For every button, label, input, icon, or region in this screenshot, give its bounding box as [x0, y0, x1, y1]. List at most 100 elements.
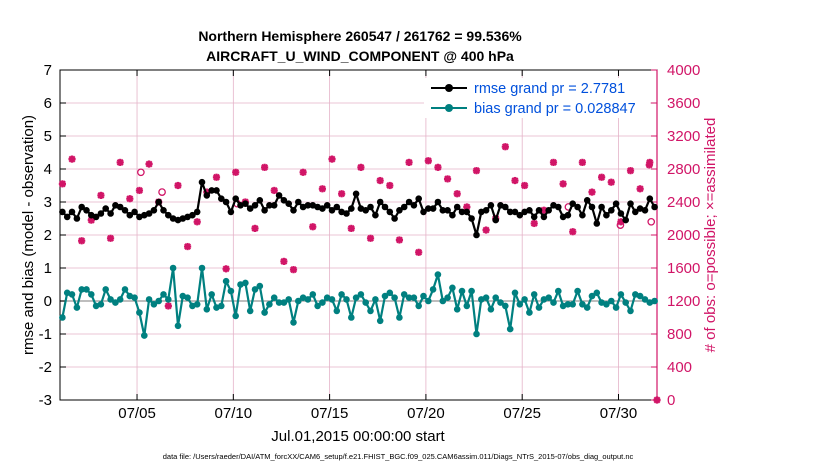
bias-point [502, 302, 509, 310]
obs-marker-core [117, 160, 123, 165]
obs-marker-core [281, 259, 287, 264]
bias-point [439, 297, 447, 305]
bias-point [386, 289, 394, 297]
bias-point [506, 325, 514, 333]
legend-bias-label: bias grand pr = 0.028847 [474, 101, 636, 117]
obs-marker-core [397, 237, 402, 243]
bias-point [473, 330, 480, 338]
rmse-point [295, 198, 302, 206]
y-tick-label: -2 [39, 359, 52, 376]
bias-point [275, 299, 283, 306]
obs-marker-core [503, 144, 508, 149]
obs-assimilated-marker [347, 224, 355, 232]
obs-assimilated-marker [183, 242, 192, 251]
rmse-point [410, 202, 418, 209]
bias-point [530, 291, 538, 298]
rmse-point [121, 207, 129, 214]
rmse-point [569, 200, 576, 207]
bias-point [405, 294, 413, 302]
obs-assimilated-marker [299, 168, 307, 176]
bias-point [593, 289, 601, 297]
obs-assimilated-marker [135, 186, 144, 195]
obs-assimilated-marker [472, 167, 481, 175]
obs-assimilated-marker [87, 216, 95, 224]
y2-tick-label: 3600 [667, 95, 700, 112]
obs-assimilated-marker [588, 188, 596, 196]
data-file-footnote: data file: /Users/raeder/DAI/ATM_forcXX/… [163, 452, 634, 461]
chart-subtitle: AIRCRAFT_U_WIND_COMPONENT @ 400 hPa [206, 48, 514, 64]
bias-point [285, 296, 293, 303]
obs-assimilated-marker [578, 158, 586, 166]
bias-point [482, 294, 490, 302]
x-tick-label: 07/15 [311, 405, 349, 422]
rmse-point [381, 203, 389, 211]
rmse-point [218, 195, 225, 202]
y2-tick-label: 1600 [667, 260, 700, 277]
bias-point [59, 314, 66, 321]
obs-assimilated-marker [318, 185, 326, 193]
obs-marker-core [339, 191, 344, 196]
obs-marker-core [541, 208, 547, 213]
rmse-point [588, 203, 596, 211]
rmse-point [256, 197, 264, 204]
rmse-point [266, 202, 273, 209]
obs-assimilated-marker [280, 257, 288, 265]
bias-point [131, 294, 138, 302]
bias-point [83, 286, 90, 293]
legend: rmse grand pr = 2.7781 bias grand pr = 0… [424, 78, 650, 118]
rmse-point [270, 202, 278, 209]
bias-point [165, 296, 172, 303]
bias-point [622, 299, 629, 306]
y-axis-label: rmse and bias (model - observation) [20, 115, 37, 355]
rmse-point [102, 205, 109, 212]
obs-assimilated-marker [386, 181, 394, 190]
obs-marker-core [628, 168, 633, 173]
obs-marker-core [522, 183, 527, 188]
rmse-point [420, 208, 427, 216]
x-axis-ticks: 07/05 07/10 07/15 07/20 07/25 07/30 [118, 70, 637, 422]
obs-marker-core [445, 176, 450, 182]
obs-assimilated-marker [328, 155, 336, 163]
rmse-point [482, 207, 490, 214]
rmse-point [63, 213, 71, 221]
bias-point [227, 287, 235, 295]
bias-point [246, 307, 254, 315]
obs-assimilated-marker [511, 176, 519, 185]
rmse-point [415, 195, 423, 202]
bias-point [362, 299, 370, 306]
rmse-point [603, 211, 610, 219]
obs-marker-core [175, 183, 181, 188]
bias-point [102, 286, 109, 293]
bias-point [627, 307, 634, 315]
obs-assimilated-marker [232, 168, 240, 176]
x-tick-label: 07/20 [407, 405, 445, 422]
bias-point [357, 291, 365, 298]
obs-marker-core [377, 178, 383, 183]
bias-point [328, 296, 336, 303]
obs-marker-core [291, 267, 296, 272]
y-tick-label: -1 [39, 326, 52, 343]
obs-marker-core [647, 162, 652, 168]
obs-assimilated-marker [521, 181, 529, 190]
bias-point [487, 306, 495, 313]
bias-point [521, 296, 528, 303]
obs-assimilated-marker [357, 163, 365, 171]
bias-point [145, 296, 153, 303]
rmse-point [434, 198, 442, 206]
obs-marker-core [185, 244, 190, 249]
obs-assimilated-marker [443, 175, 452, 183]
obs-assimilated-marker [376, 176, 384, 185]
rmse-point [526, 207, 533, 214]
obs-count-series [58, 143, 661, 404]
bias-point [516, 301, 524, 308]
obs-assimilated-marker [68, 155, 76, 163]
obs-marker-core [223, 266, 229, 272]
obs-assimilated-marker [78, 237, 86, 245]
bias-point [184, 294, 191, 302]
y2-tick-label: 800 [667, 326, 692, 343]
obs-marker-core [137, 188, 142, 193]
obs-assimilated-marker [482, 226, 490, 234]
bias-point [314, 302, 321, 310]
rmse-point [612, 200, 620, 207]
